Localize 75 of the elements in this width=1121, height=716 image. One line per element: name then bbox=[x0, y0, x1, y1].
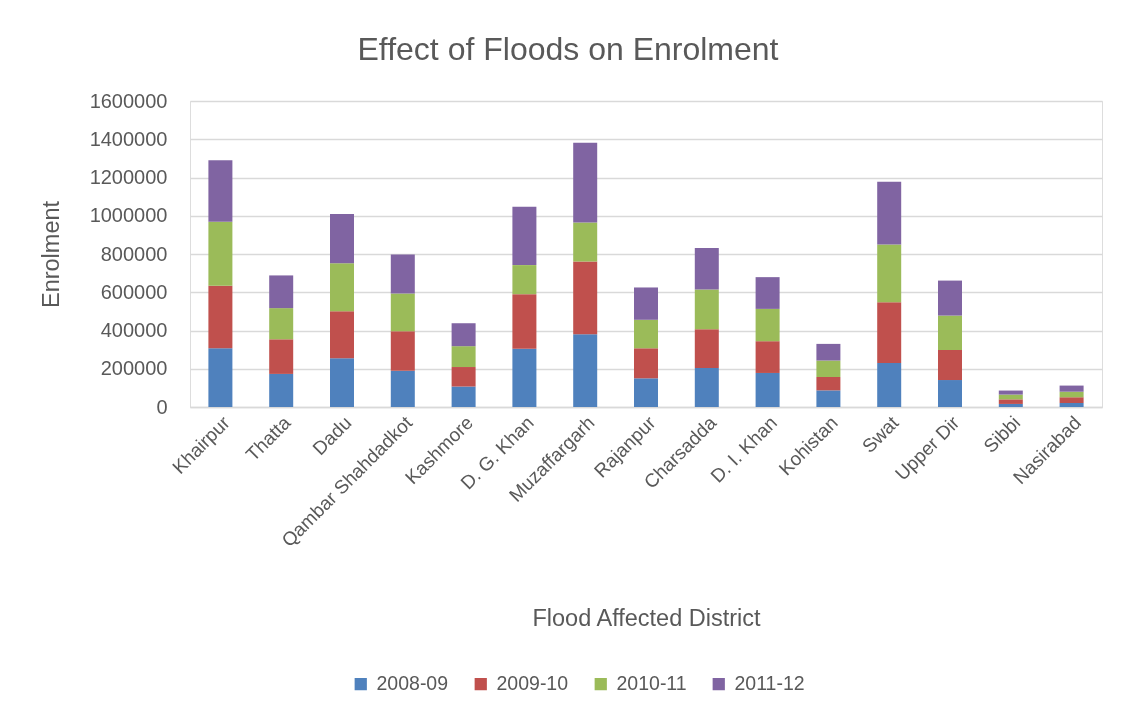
bar bbox=[269, 308, 294, 340]
bar bbox=[512, 348, 537, 407]
bar bbox=[390, 293, 415, 332]
bar bbox=[877, 244, 902, 303]
bar bbox=[208, 348, 233, 407]
x-axis-title: Flood Affected District bbox=[532, 604, 762, 631]
bar bbox=[938, 380, 962, 407]
bar bbox=[877, 302, 902, 364]
y-tick-label: 1400000 bbox=[89, 127, 168, 150]
bar bbox=[208, 221, 233, 286]
y-axis-title: Enrolment bbox=[37, 200, 64, 309]
bar bbox=[1059, 402, 1084, 407]
bar bbox=[512, 294, 537, 349]
bar bbox=[694, 289, 719, 330]
y-tick-label: 1000000 bbox=[89, 204, 168, 227]
legend-label: 2009-10 bbox=[496, 672, 569, 695]
bar bbox=[573, 142, 598, 223]
y-tick-label: 600000 bbox=[100, 280, 168, 303]
y-tick-label: 1200000 bbox=[89, 166, 168, 188]
bar bbox=[938, 315, 962, 351]
bar bbox=[877, 363, 902, 407]
y-tick-label: 800000 bbox=[100, 242, 168, 265]
bar bbox=[269, 373, 294, 407]
y-tick-label: 200000 bbox=[100, 357, 168, 380]
chart-title: Effect of Floods on Enrolment bbox=[357, 31, 779, 67]
bar bbox=[390, 331, 415, 371]
bar bbox=[451, 323, 476, 347]
bar bbox=[451, 367, 476, 387]
bar bbox=[512, 265, 537, 295]
bar bbox=[816, 343, 841, 361]
bar bbox=[330, 263, 354, 312]
bar bbox=[269, 339, 294, 374]
bar bbox=[755, 372, 780, 407]
bar bbox=[208, 160, 233, 222]
bar bbox=[330, 358, 354, 407]
bar bbox=[998, 403, 1023, 407]
bar bbox=[1059, 391, 1084, 398]
bar bbox=[877, 181, 902, 245]
bar bbox=[816, 376, 841, 391]
y-tick-label: 400000 bbox=[100, 319, 168, 341]
bar bbox=[573, 222, 598, 262]
bar bbox=[1059, 397, 1084, 403]
bar bbox=[998, 399, 1023, 404]
bar bbox=[998, 390, 1023, 395]
bar bbox=[634, 287, 658, 320]
legend-label: 2011-12 bbox=[734, 672, 805, 695]
bar bbox=[390, 370, 415, 407]
bar bbox=[330, 214, 354, 264]
bar bbox=[1059, 385, 1084, 392]
bar bbox=[755, 308, 780, 342]
bar bbox=[573, 261, 598, 335]
bar bbox=[694, 367, 719, 407]
y-tick-label: 1600000 bbox=[89, 89, 168, 112]
bar bbox=[330, 311, 354, 359]
bar bbox=[938, 280, 962, 316]
legend-label: 2008-09 bbox=[376, 672, 449, 695]
bar bbox=[451, 386, 476, 407]
bar bbox=[755, 341, 780, 373]
bar bbox=[634, 378, 658, 407]
bar bbox=[816, 360, 841, 377]
bar bbox=[755, 277, 780, 309]
bar bbox=[694, 329, 719, 368]
legend-label: 2010-11 bbox=[616, 672, 687, 695]
bar bbox=[451, 346, 476, 368]
bar bbox=[816, 390, 841, 407]
bar bbox=[269, 275, 294, 309]
bar bbox=[208, 285, 233, 349]
bar bbox=[634, 319, 658, 349]
bar bbox=[938, 350, 962, 381]
bar bbox=[694, 247, 719, 290]
bar bbox=[512, 206, 537, 266]
bar bbox=[573, 334, 598, 407]
bar bbox=[634, 348, 658, 379]
bar bbox=[390, 254, 415, 294]
y-tick-label: 0 bbox=[156, 395, 168, 418]
